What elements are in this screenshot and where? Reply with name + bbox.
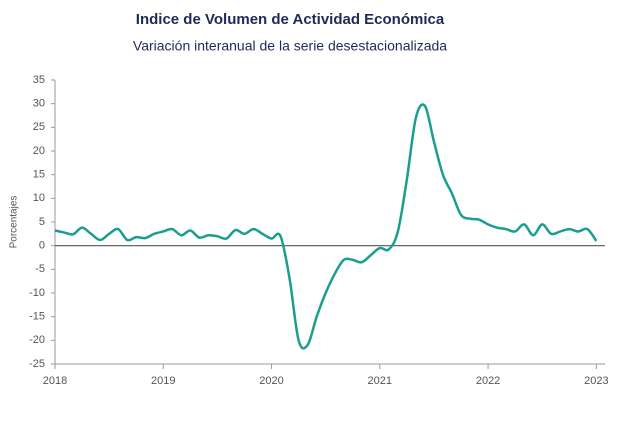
y-tick-label: 20 bbox=[33, 145, 45, 157]
chart-subtitle: Variación interanual de la serie desesta… bbox=[133, 38, 447, 54]
y-tick-label: -25 bbox=[29, 358, 45, 370]
y-tick-label: 10 bbox=[33, 192, 45, 204]
data-line bbox=[54, 103, 598, 350]
x-tick-label: 2018 bbox=[43, 375, 67, 387]
y-axis-label: Porcentajes bbox=[9, 196, 20, 249]
x-tick-label: 2021 bbox=[368, 375, 392, 387]
y-tick-label: 30 bbox=[33, 98, 45, 110]
y-tick-label: 25 bbox=[33, 121, 45, 133]
y-tick-label: -20 bbox=[29, 334, 45, 346]
chart-title: Indice de Volumen de Actividad Económica bbox=[136, 11, 445, 28]
y-tick-label: -10 bbox=[29, 287, 45, 299]
y-tick-label: -15 bbox=[29, 311, 45, 323]
y-tick-label: -5 bbox=[35, 263, 45, 275]
x-tick-label: 2022 bbox=[476, 375, 500, 387]
x-tick-label: 2020 bbox=[259, 375, 283, 387]
x-tick-label: 2023 bbox=[584, 375, 608, 387]
y-tick-label: 5 bbox=[39, 216, 45, 228]
y-tick-label: 35 bbox=[33, 74, 45, 86]
x-tick-label: 2019 bbox=[151, 375, 175, 387]
y-tick-label: 0 bbox=[39, 240, 45, 252]
y-tick-label: 15 bbox=[33, 169, 45, 181]
